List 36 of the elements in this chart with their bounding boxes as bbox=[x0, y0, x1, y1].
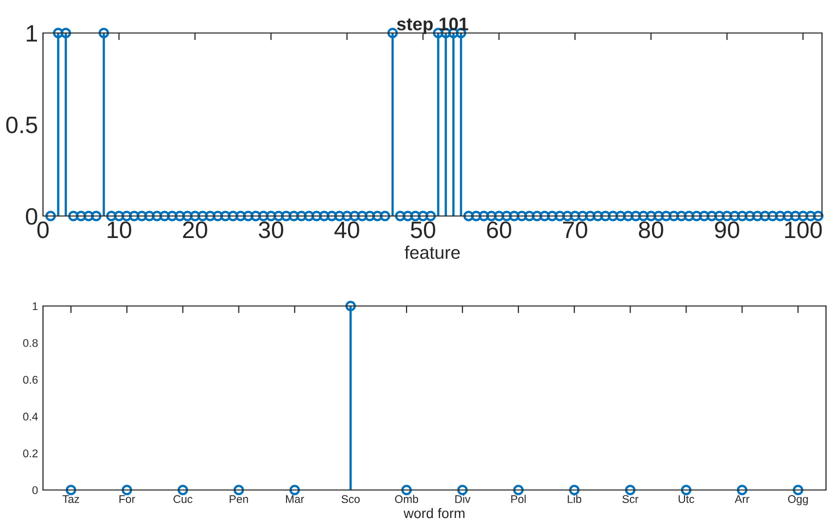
x-tick-label: Cuc bbox=[174, 495, 192, 504]
y-tick-label: 0.8 bbox=[23, 339, 38, 347]
y-tick-label: 0 bbox=[26, 208, 38, 225]
y-tick-label: 0.6 bbox=[23, 376, 38, 384]
y-tick-label: 1 bbox=[26, 25, 37, 42]
x-tick-label: 70 bbox=[563, 221, 588, 238]
x-tick-label: 60 bbox=[487, 221, 512, 238]
x-axis-title: word form bbox=[404, 508, 464, 518]
x-tick-label: 20 bbox=[183, 221, 208, 238]
x-tick-label: 80 bbox=[638, 221, 664, 238]
chart-title: step 101 bbox=[397, 18, 468, 34]
y-tick-label: 0.4 bbox=[23, 412, 38, 421]
x-tick-label: Taz bbox=[62, 495, 80, 504]
x-tick-label: Div bbox=[455, 494, 470, 503]
x-tick-label: 30 bbox=[258, 221, 284, 238]
x-tick-label: Pol bbox=[511, 494, 526, 504]
x-tick-label: 100 bbox=[785, 221, 822, 238]
x-tick-label: 40 bbox=[334, 221, 360, 238]
x-tick-label: Utc bbox=[678, 495, 694, 504]
x-tick-label: Omb bbox=[395, 494, 418, 504]
x-tick-label: 10 bbox=[108, 221, 132, 238]
x-tick-label: Sco bbox=[342, 495, 360, 504]
y-tick-label: 0.5 bbox=[6, 116, 38, 134]
x-axis-title: feature bbox=[404, 246, 460, 259]
x-tick-label: 90 bbox=[714, 221, 740, 238]
x-tick-label: For bbox=[119, 495, 136, 504]
x-tick-label: Pen bbox=[230, 495, 248, 504]
x-tick-label: 50 bbox=[410, 221, 436, 238]
y-tick-label: 1 bbox=[32, 302, 38, 310]
x-tick-label: Ogg bbox=[788, 495, 808, 506]
x-tick-label: Scr bbox=[622, 495, 638, 504]
x-tick-label: Mar bbox=[286, 495, 304, 504]
x-tick-label: Arr bbox=[734, 495, 750, 503]
y-tick-label: 0.2 bbox=[23, 449, 38, 458]
y-tick-label: 0 bbox=[32, 486, 38, 494]
x-tick-label: Lib bbox=[568, 494, 582, 504]
